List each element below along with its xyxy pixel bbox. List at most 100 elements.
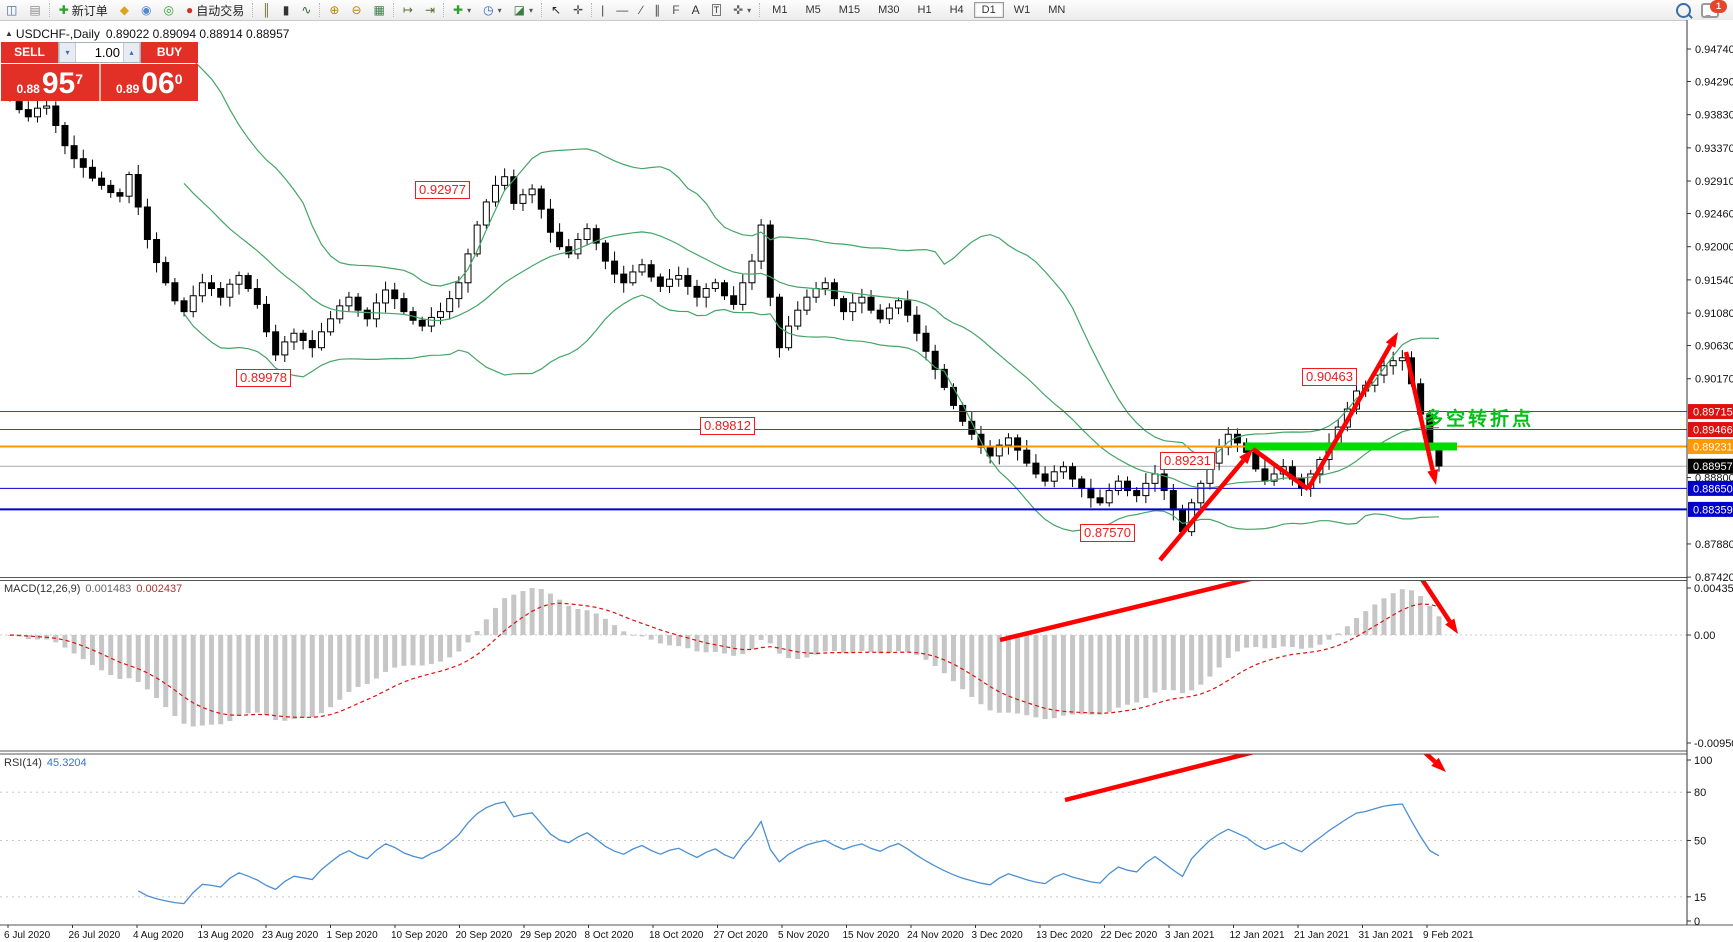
indicators-button[interactable]: ✚ ▾ (447, 1, 477, 19)
templates-button[interactable]: ◪ ▾ (508, 1, 539, 19)
candlestick-chart-button[interactable]: ▮ (277, 1, 296, 19)
autotrading-button[interactable]: ● 自动交易 (180, 1, 250, 19)
price-tick: 0.87420 (1695, 572, 1733, 584)
bull-bear-turning-point-note: 多空转折点 (1424, 409, 1535, 430)
price-badge-value: 0.89466 (1693, 425, 1733, 437)
trend-arrow[interactable] (1064, 722, 1373, 803)
buy-button[interactable]: BUY (141, 42, 198, 63)
timeframe-h4[interactable]: H4 (949, 4, 964, 16)
auto-scroll-button[interactable]: ↦ (397, 1, 419, 19)
volume-input[interactable] (76, 43, 123, 62)
community-icon: ◉ (141, 3, 152, 17)
price-annotation-label[interactable]: 0.87570 (1080, 524, 1135, 542)
price-tick: 0.94290 (1695, 76, 1733, 88)
price-badge (1688, 404, 1733, 420)
price-annotation-label[interactable]: 0.90463 (1302, 368, 1357, 386)
price-annotation-label[interactable]: 0.89812 (700, 417, 755, 435)
buy-price-prefix: 0.89 (115, 82, 140, 96)
timeframe-d1[interactable]: D1 (973, 2, 1004, 18)
timeframe-mn[interactable]: MN (1048, 4, 1066, 16)
templates-icon: ◪ (513, 3, 525, 17)
timeframe-m1[interactable]: M1 (772, 4, 788, 16)
trendline-icon: ∕ (640, 3, 643, 17)
trendline-button[interactable]: ∕ (634, 1, 648, 19)
chart-shift-button[interactable]: ⇥ (419, 1, 441, 19)
chart-title: ▲ USDCHF-,Daily 0.89022 0.89094 0.88914 0.… (5, 27, 289, 41)
price-annotation-label[interactable]: 0.92977 (415, 181, 470, 199)
label-button[interactable]: T (706, 1, 728, 19)
timeframe-w1[interactable]: W1 (1013, 4, 1031, 16)
collapse-icon[interactable]: ▲ (5, 29, 13, 38)
price-badge-value: 0.88650 (1693, 483, 1733, 495)
buy-price[interactable]: 0.89 06 0 (101, 64, 199, 101)
price-scale: 0.94740 0.94290 0.93830 0.93370 0.92910 0.924… (1687, 44, 1733, 928)
bar-chart-button[interactable]: ║ (256, 1, 277, 19)
channel-button[interactable]: ∥ (648, 1, 666, 19)
price-badge (1688, 422, 1733, 438)
timeframe-m5[interactable]: M5 (805, 4, 821, 16)
trend-arrow[interactable] (1158, 459, 1246, 562)
timeframe-h1[interactable]: H1 (917, 4, 932, 16)
bollinger-upper (183, 52, 1440, 458)
toolbar-separator (443, 3, 445, 17)
chevron-down-icon: ▾ (747, 5, 752, 15)
zoom-in-button[interactable]: ⊕ (323, 1, 345, 19)
trend-arrow[interactable] (1404, 552, 1452, 623)
sell-price[interactable]: 0.88 95 7 (1, 64, 99, 101)
search-icon[interactable] (1676, 2, 1691, 18)
line-chart-icon: ∿ (301, 3, 312, 17)
price-badge-value: 0.89231 (1693, 441, 1733, 453)
fibonacci-button[interactable]: F (666, 1, 685, 19)
vertical-line-button[interactable]: | (595, 1, 610, 19)
arrowhead-icon (1385, 332, 1398, 348)
profiles-button[interactable]: ▤ (23, 1, 46, 19)
rsi-label: RSI(14) 45.3204 (4, 757, 87, 769)
volume-decrease-button[interactable]: ▾ (59, 43, 76, 62)
deposit-button[interactable]: ◆ (114, 1, 135, 19)
price-badge-value: 0.89715 (1693, 407, 1733, 419)
horizontal-line-button[interactable]: — (610, 1, 634, 19)
signals-button[interactable]: ◎ (157, 1, 179, 19)
toolbar-separator (48, 3, 51, 17)
community-button[interactable]: ◉ (135, 1, 157, 19)
date-tick: 4 Aug 2020 (133, 930, 184, 941)
sell-button[interactable]: SELL (1, 42, 58, 63)
date-tick: 10 Sep 2020 (391, 930, 448, 941)
chart-canvas[interactable]: 0.94740 0.94290 0.93830 0.93370 0.92910 0.924… (0, 20, 1733, 942)
arrows-button[interactable]: ✜ ▾ (727, 1, 757, 19)
line-chart-button[interactable]: ∿ (295, 1, 317, 19)
periods-button[interactable]: ◷ ▾ (477, 1, 508, 19)
macd-panel[interactable] (0, 541, 1687, 727)
toolbar-separator (540, 3, 543, 17)
text-button[interactable]: A (686, 1, 706, 19)
rsi-tick: 15 (1694, 892, 1706, 904)
trend-arrow[interactable] (1251, 447, 1310, 491)
rsi-panel[interactable] (0, 716, 1687, 905)
price-annotation-label[interactable]: 0.89231 (1160, 452, 1215, 470)
new-order-icon: ✚ (58, 3, 69, 17)
zoom-out-button[interactable]: ⊖ (345, 1, 367, 19)
text-icon: A (691, 3, 700, 17)
timeframe-m15[interactable]: M15 (838, 4, 861, 16)
autotrading-button-label: 自动交易 (196, 3, 245, 18)
timeframe-m30[interactable]: M30 (878, 4, 900, 16)
label-icon: T (711, 4, 722, 16)
new-order-button[interactable]: ✚ 新订单 (53, 1, 114, 19)
trend-arrow[interactable] (1394, 724, 1437, 764)
green-resistance-zone[interactable] (1245, 442, 1457, 451)
volume-increase-button[interactable]: ▴ (123, 43, 140, 62)
chat-icon[interactable]: 1 (1701, 0, 1727, 18)
main-panel[interactable] (0, 52, 1687, 562)
trend-arrow[interactable] (1306, 343, 1393, 491)
price-badge (1688, 458, 1733, 474)
macd-histogram (7, 588, 1442, 727)
crosshair-button[interactable]: ✛ (567, 1, 589, 19)
trend-arrow[interactable] (999, 547, 1383, 643)
buy-price-pip: 0 (174, 71, 183, 87)
tile-windows-button[interactable]: ▦ (368, 1, 391, 19)
price-tick: 0.93370 (1695, 143, 1733, 155)
new-chart-button[interactable]: ◫ (0, 1, 23, 19)
cursor-button[interactable]: ↖ (545, 1, 567, 19)
trend-arrow[interactable] (1403, 351, 1435, 471)
price-annotation-label[interactable]: 0.89978 (236, 369, 291, 387)
